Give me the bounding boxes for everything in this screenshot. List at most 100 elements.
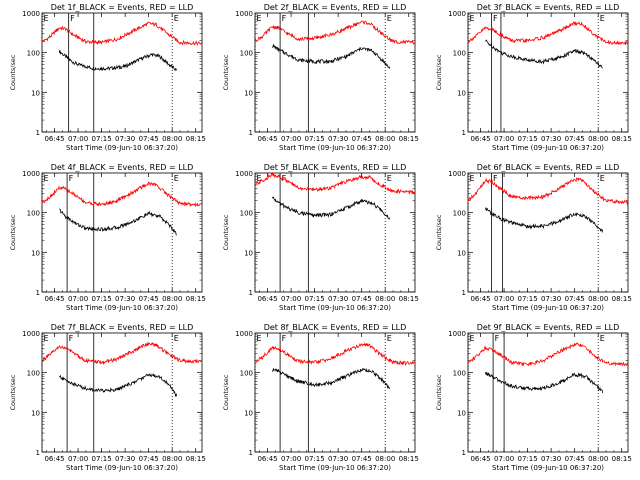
x-axis-label: Start Time (09-Jun-10 06:37:20) bbox=[66, 304, 178, 312]
x-axis-label: Start Time (09-Jun-10 06:37:20) bbox=[492, 304, 604, 312]
x-tick-label: 07:45 bbox=[352, 295, 372, 303]
y-axis-label: Counts/sec bbox=[435, 54, 443, 90]
x-tick-label: 08:00 bbox=[162, 455, 182, 463]
panel-4: Det 4f_BLACK = Events, RED = LLD 1 10 100 10… bbox=[9, 163, 206, 312]
panel-5: Det 5f_BLACK = Events, RED = LLD 1 10 100 10… bbox=[222, 163, 419, 312]
x-tick-label: 08:15 bbox=[612, 135, 632, 143]
marker-label: E bbox=[257, 334, 262, 343]
panel-title: Det 2f_BLACK = Events, RED = LLD bbox=[264, 3, 407, 12]
marker-label: F bbox=[69, 174, 74, 183]
x-axis-label: Start Time (09-Jun-10 06:37:20) bbox=[66, 144, 178, 152]
y-tick-label: 10 bbox=[31, 409, 40, 417]
series-lld bbox=[41, 21, 203, 46]
x-tick-label: 08:00 bbox=[375, 455, 395, 463]
x-tick-label: 06:45 bbox=[257, 455, 277, 463]
panel-title: Det 7f_BLACK = Events, RED = LLD bbox=[51, 323, 194, 332]
x-axis-label: Start Time (09-Jun-10 06:37:20) bbox=[279, 304, 391, 312]
x-tick-label: 08:15 bbox=[399, 455, 419, 463]
x-tick-label: 08:00 bbox=[162, 295, 182, 303]
y-tick-label: 1000 bbox=[448, 330, 466, 338]
x-tick-label: 08:15 bbox=[399, 135, 419, 143]
axes-frame bbox=[467, 12, 629, 133]
y-tick-label: 1000 bbox=[22, 10, 40, 18]
marker-label: F bbox=[493, 14, 498, 23]
x-tick-label: 07:30 bbox=[115, 295, 135, 303]
x-tick-label: 07:00 bbox=[68, 135, 88, 143]
marker-label: F bbox=[495, 334, 500, 343]
x-tick-label: 07:45 bbox=[139, 135, 159, 143]
y-tick-label: 10 bbox=[457, 89, 466, 97]
x-tick-label: 08:15 bbox=[612, 295, 632, 303]
y-tick-label: 10 bbox=[244, 89, 253, 97]
x-tick-label: 08:15 bbox=[186, 455, 206, 463]
marker-label: F bbox=[493, 174, 498, 183]
marker-label: F bbox=[282, 174, 287, 183]
panel-3: Det 3f_BLACK = Events, RED = LLD 1 10 100 10… bbox=[435, 3, 632, 152]
y-tick-label: 1 bbox=[462, 129, 466, 137]
panel-title: Det 1f_BLACK = Events, RED = LLD bbox=[51, 3, 194, 12]
y-tick-label: 1000 bbox=[235, 10, 253, 18]
x-tick-label: 07:00 bbox=[281, 135, 301, 143]
x-tick-label: 07:30 bbox=[541, 455, 561, 463]
y-tick-label: 100 bbox=[453, 50, 466, 58]
marker-label: F bbox=[69, 334, 74, 343]
x-tick-label: 08:00 bbox=[162, 135, 182, 143]
marker-label: E bbox=[387, 14, 392, 23]
series-lld bbox=[467, 21, 628, 46]
marker-label: E bbox=[257, 174, 262, 183]
x-tick-label: 07:15 bbox=[92, 135, 112, 143]
y-tick-label: 1 bbox=[36, 129, 40, 137]
y-axis-label: Counts/sec bbox=[435, 374, 443, 410]
marker-label: E bbox=[470, 14, 475, 23]
series-lld bbox=[467, 342, 629, 367]
x-tick-label: 08:15 bbox=[186, 295, 206, 303]
y-tick-label: 100 bbox=[240, 370, 253, 378]
x-tick-label: 08:15 bbox=[399, 295, 419, 303]
x-axis-label: Start Time (09-Jun-10 06:37:20) bbox=[492, 144, 604, 152]
y-axis-label: Counts/sec bbox=[222, 214, 230, 250]
series-events bbox=[271, 196, 391, 220]
x-tick-label: 07:00 bbox=[68, 455, 88, 463]
series-lld bbox=[254, 341, 416, 367]
y-axis-label: Counts/sec bbox=[222, 54, 230, 90]
marker-label: F bbox=[282, 334, 287, 343]
marker-label: E bbox=[174, 174, 179, 183]
panel-title: Det 9f_BLACK = Events, RED = LLD bbox=[477, 323, 620, 332]
panel-9: Det 9f_BLACK = Events, RED = LLD 1 10 100 10… bbox=[435, 323, 632, 472]
y-axis-label: Counts/sec bbox=[9, 54, 17, 90]
y-tick-label: 100 bbox=[27, 210, 40, 218]
x-tick-label: 07:15 bbox=[305, 455, 325, 463]
y-tick-label: 1000 bbox=[235, 330, 253, 338]
x-tick-label: 06:45 bbox=[257, 295, 277, 303]
x-tick-label: 07:30 bbox=[115, 135, 135, 143]
panel-title: Det 3f_BLACK = Events, RED = LLD bbox=[477, 3, 620, 12]
marker-label: E bbox=[44, 14, 49, 23]
axes-frame bbox=[467, 172, 629, 293]
x-tick-label: 08:00 bbox=[588, 455, 608, 463]
y-tick-label: 100 bbox=[27, 370, 40, 378]
panel-title: Det 6f_BLACK = Events, RED = LLD bbox=[477, 163, 620, 172]
x-tick-label: 07:00 bbox=[281, 295, 301, 303]
x-tick-label: 06:45 bbox=[470, 135, 490, 143]
x-tick-label: 07:00 bbox=[281, 455, 301, 463]
marker-label: E bbox=[174, 14, 179, 23]
series-events bbox=[272, 367, 391, 390]
marker-label: E bbox=[257, 14, 262, 23]
series-lld bbox=[254, 20, 415, 45]
x-tick-label: 08:00 bbox=[375, 295, 395, 303]
x-tick-label: 06:45 bbox=[44, 135, 64, 143]
x-tick-label: 06:45 bbox=[44, 295, 64, 303]
series-events bbox=[484, 207, 604, 234]
y-tick-label: 100 bbox=[453, 370, 466, 378]
series-events bbox=[272, 43, 391, 69]
y-tick-label: 10 bbox=[457, 409, 466, 417]
x-tick-label: 06:45 bbox=[257, 135, 277, 143]
marker-label: E bbox=[387, 334, 392, 343]
x-tick-label: 06:45 bbox=[470, 295, 490, 303]
y-tick-label: 1 bbox=[36, 289, 40, 297]
x-tick-label: 07:15 bbox=[518, 295, 538, 303]
x-tick-label: 08:15 bbox=[186, 135, 206, 143]
x-tick-label: 07:45 bbox=[352, 455, 372, 463]
x-tick-label: 08:00 bbox=[375, 135, 395, 143]
y-tick-label: 100 bbox=[240, 50, 253, 58]
